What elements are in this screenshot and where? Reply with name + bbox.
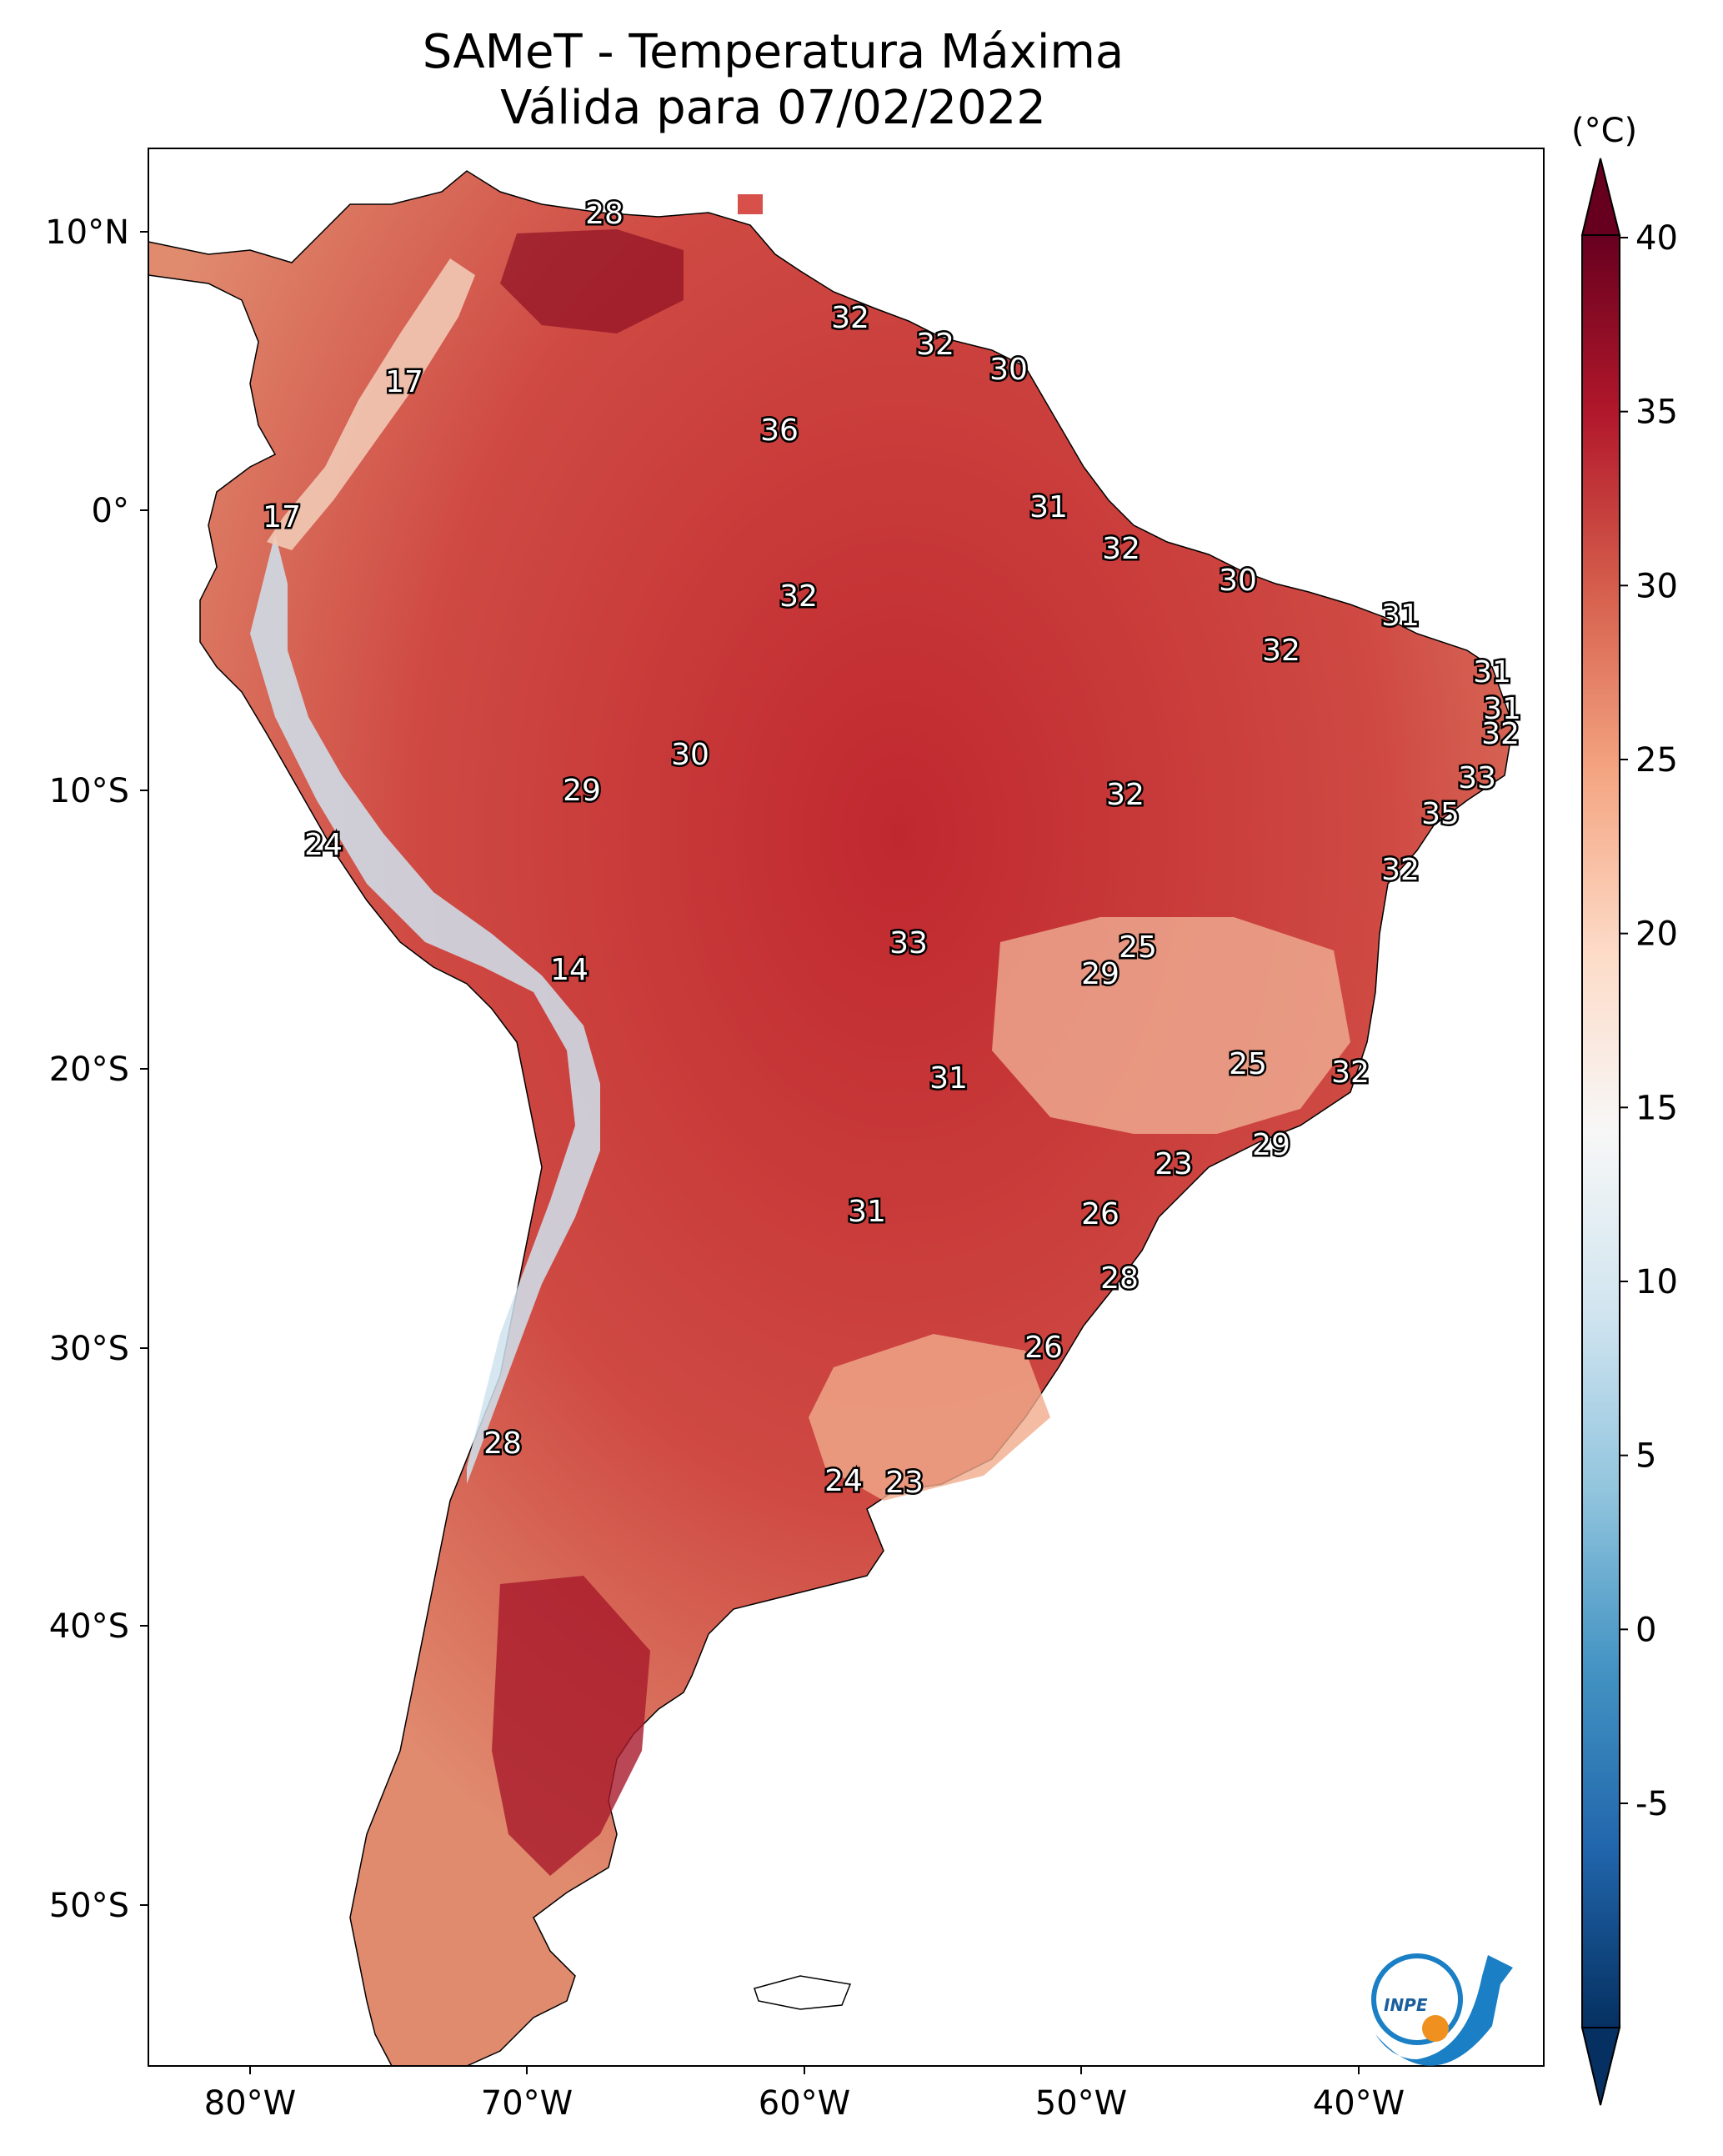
colorbar-ticks: 40 35 30 25 20 15 10 5 0 -5 xyxy=(1620,219,1678,1823)
temp-label: 14 xyxy=(550,953,589,987)
logo-text: INPE xyxy=(1384,1995,1428,2015)
temp-label: 31 xyxy=(1381,599,1420,633)
temp-label: 32 xyxy=(1381,853,1420,887)
lon-label-80w: 80°W xyxy=(204,2084,296,2123)
temp-label: 32 xyxy=(916,328,954,362)
temp-label: 33 xyxy=(889,926,928,960)
lat-label-0: 0° xyxy=(92,492,129,530)
temp-label: 31 xyxy=(848,1195,886,1229)
colorbar: (°C) 40 35 30 25 20 15 10 5 0 -5 xyxy=(1571,112,1678,2106)
map-frame xyxy=(148,148,1545,2067)
temp-label: 36 xyxy=(760,414,799,448)
northern-hot-region xyxy=(500,229,684,333)
lat-label-20s: 20°S xyxy=(49,1050,129,1089)
colorbar-tick-label: 10 xyxy=(1635,1263,1678,1301)
continent-landmass xyxy=(148,170,1514,2066)
temp-label: 30 xyxy=(1219,564,1257,598)
lat-label-30s: 30°S xyxy=(49,1330,129,1368)
lat-label-40s: 40°S xyxy=(49,1607,129,1646)
temp-label: 32 xyxy=(831,301,869,335)
colorbar-tick-label: 30 xyxy=(1635,567,1678,605)
temp-label: 17 xyxy=(263,500,301,534)
temp-label: 23 xyxy=(885,1466,924,1500)
lon-label-60w: 60°W xyxy=(759,2084,850,2123)
map-title: SAMeT - Temperatura Máxima xyxy=(422,25,1124,79)
colorbar-tick-label: -5 xyxy=(1635,1785,1669,1823)
temp-label: 32 xyxy=(1262,634,1300,668)
temp-label: 25 xyxy=(1229,1047,1267,1081)
colorbar-tick-label: 35 xyxy=(1635,394,1678,432)
temp-label: 26 xyxy=(1081,1197,1119,1231)
map-subtitle: Válida para 07/02/2022 xyxy=(500,81,1046,135)
temp-label: 29 xyxy=(1252,1128,1290,1162)
lat-label-10n: 10°N xyxy=(45,213,129,252)
temperature-labels: 28 32 32 30 17 36 17 31 32 30 32 31 32 3… xyxy=(261,195,1524,1502)
latitude-axis: 10°N 0° 10°S 20°S 30°S 40°S 50°S xyxy=(45,213,148,1925)
colorbar-tick-label: 40 xyxy=(1635,219,1678,258)
temp-label: 17 xyxy=(385,365,423,399)
temp-label: 23 xyxy=(1155,1147,1193,1181)
logo-ring xyxy=(1371,1953,1463,2045)
temp-label: 28 xyxy=(585,197,624,231)
pampas-warm-region xyxy=(809,1334,1050,1501)
temp-label: 29 xyxy=(563,774,601,808)
temp-label: 31 xyxy=(929,1061,968,1096)
inpe-logo: INPE xyxy=(1371,1953,1513,2066)
southeast-cool-region xyxy=(992,917,1350,1134)
temp-label: 31 xyxy=(1029,490,1068,524)
longitude-axis: 80°W 70°W 60°W 50°W 40°W xyxy=(204,2066,1405,2123)
temp-label: 33 xyxy=(1458,761,1496,795)
temp-label: 28 xyxy=(483,1426,522,1461)
lon-label-40w: 40°W xyxy=(1313,2084,1405,2123)
colorbar-tick-label: 0 xyxy=(1635,1611,1656,1649)
colorbar-tick-label: 20 xyxy=(1635,915,1678,954)
logo-dot xyxy=(1422,2015,1449,2042)
temp-label: 32 xyxy=(779,579,818,614)
temp-label: 35 xyxy=(1421,797,1460,831)
colorbar-unit: (°C) xyxy=(1571,112,1637,150)
temp-label: 24 xyxy=(824,1464,863,1498)
logo-arrow xyxy=(1375,1955,1513,2066)
temp-label: 24 xyxy=(304,828,343,862)
island-caribbean xyxy=(738,194,763,214)
temp-label: 30 xyxy=(989,353,1028,387)
temp-label: 30 xyxy=(671,738,709,772)
lat-label-50s: 50°S xyxy=(49,1887,129,1925)
lon-label-50w: 50°W xyxy=(1035,2084,1127,2123)
temp-label: 25 xyxy=(1119,930,1157,965)
temp-label: 31 xyxy=(1473,655,1511,689)
lon-label-70w: 70°W xyxy=(481,2084,573,2123)
temp-label: 29 xyxy=(1081,957,1119,991)
lat-label-10s: 10°S xyxy=(49,772,129,810)
patagonia-hot-region xyxy=(492,1576,650,1876)
map-area xyxy=(148,148,1544,2066)
colorbar-bottom-arrow xyxy=(1580,2027,1621,2106)
falkland-islands xyxy=(754,1975,852,2010)
andes-cool-band xyxy=(250,534,600,1484)
temp-label: 32 xyxy=(1331,1055,1370,1090)
temp-label: 26 xyxy=(1024,1331,1063,1365)
temp-label: 32 xyxy=(1481,717,1520,751)
colorbar-top-arrow xyxy=(1580,158,1621,236)
temp-label: 31 xyxy=(1483,692,1521,726)
temp-label: 32 xyxy=(1106,778,1144,812)
temp-label: 32 xyxy=(1102,532,1140,566)
colorbar-bar xyxy=(1581,234,1620,2028)
colorbar-tick-label: 25 xyxy=(1635,741,1678,780)
colorbar-tick-label: 5 xyxy=(1635,1437,1656,1476)
andes-north-band xyxy=(267,258,475,550)
temp-label: 28 xyxy=(1100,1261,1139,1296)
colorbar-tick-label: 15 xyxy=(1635,1089,1678,1127)
